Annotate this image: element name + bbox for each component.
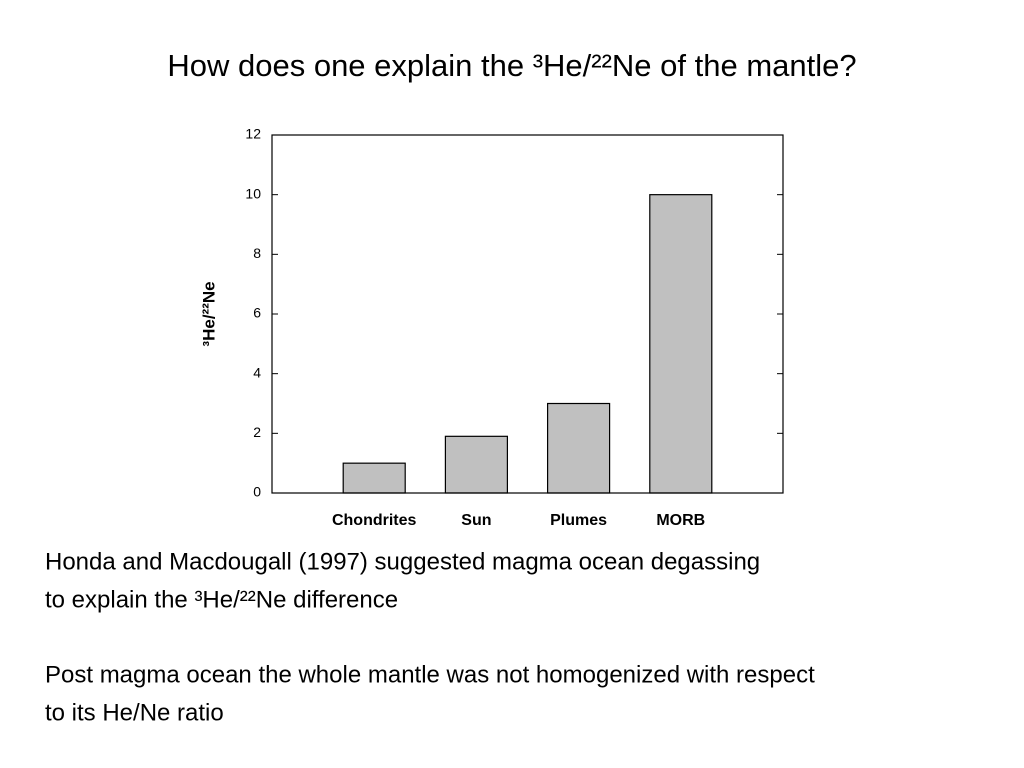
y-tick-label: 0 xyxy=(253,484,261,500)
y-tick-label: 12 xyxy=(245,126,261,142)
y-tick-label: 2 xyxy=(253,424,261,440)
body-line: Post magma ocean the whole mantle was no… xyxy=(45,661,815,688)
x-tick-label: Chondrites xyxy=(332,512,417,529)
y-tick-label: 6 xyxy=(253,305,261,321)
body-line: to its He/Ne ratio xyxy=(45,699,224,726)
x-tick-label: Sun xyxy=(461,512,491,529)
plot: 0 2 4 6 8 10 12 Chondrites Sun Plumes MORB xyxy=(245,126,784,529)
bar xyxy=(546,402,611,494)
slide-title: How does one explain the ³He/²²Ne of the… xyxy=(167,48,856,83)
y-axis-label: ³He/²²Ne xyxy=(199,281,218,346)
y-tick-label: 8 xyxy=(253,245,261,261)
body-line: Honda and Macdougall (1997) suggested ma… xyxy=(45,548,760,575)
x-tick-label: MORB xyxy=(656,512,705,529)
body-text: Honda and Macdougall (1997) suggested ma… xyxy=(45,548,815,726)
bar xyxy=(342,462,406,494)
y-tick-label: 10 xyxy=(245,185,261,201)
x-tick-label: Plumes xyxy=(550,512,607,529)
bar xyxy=(444,435,508,494)
plot-frame xyxy=(271,134,784,494)
y-tick-label: 4 xyxy=(253,364,261,380)
body-line: to explain the ³He/²²Ne difference xyxy=(45,586,398,613)
bar xyxy=(649,194,713,494)
